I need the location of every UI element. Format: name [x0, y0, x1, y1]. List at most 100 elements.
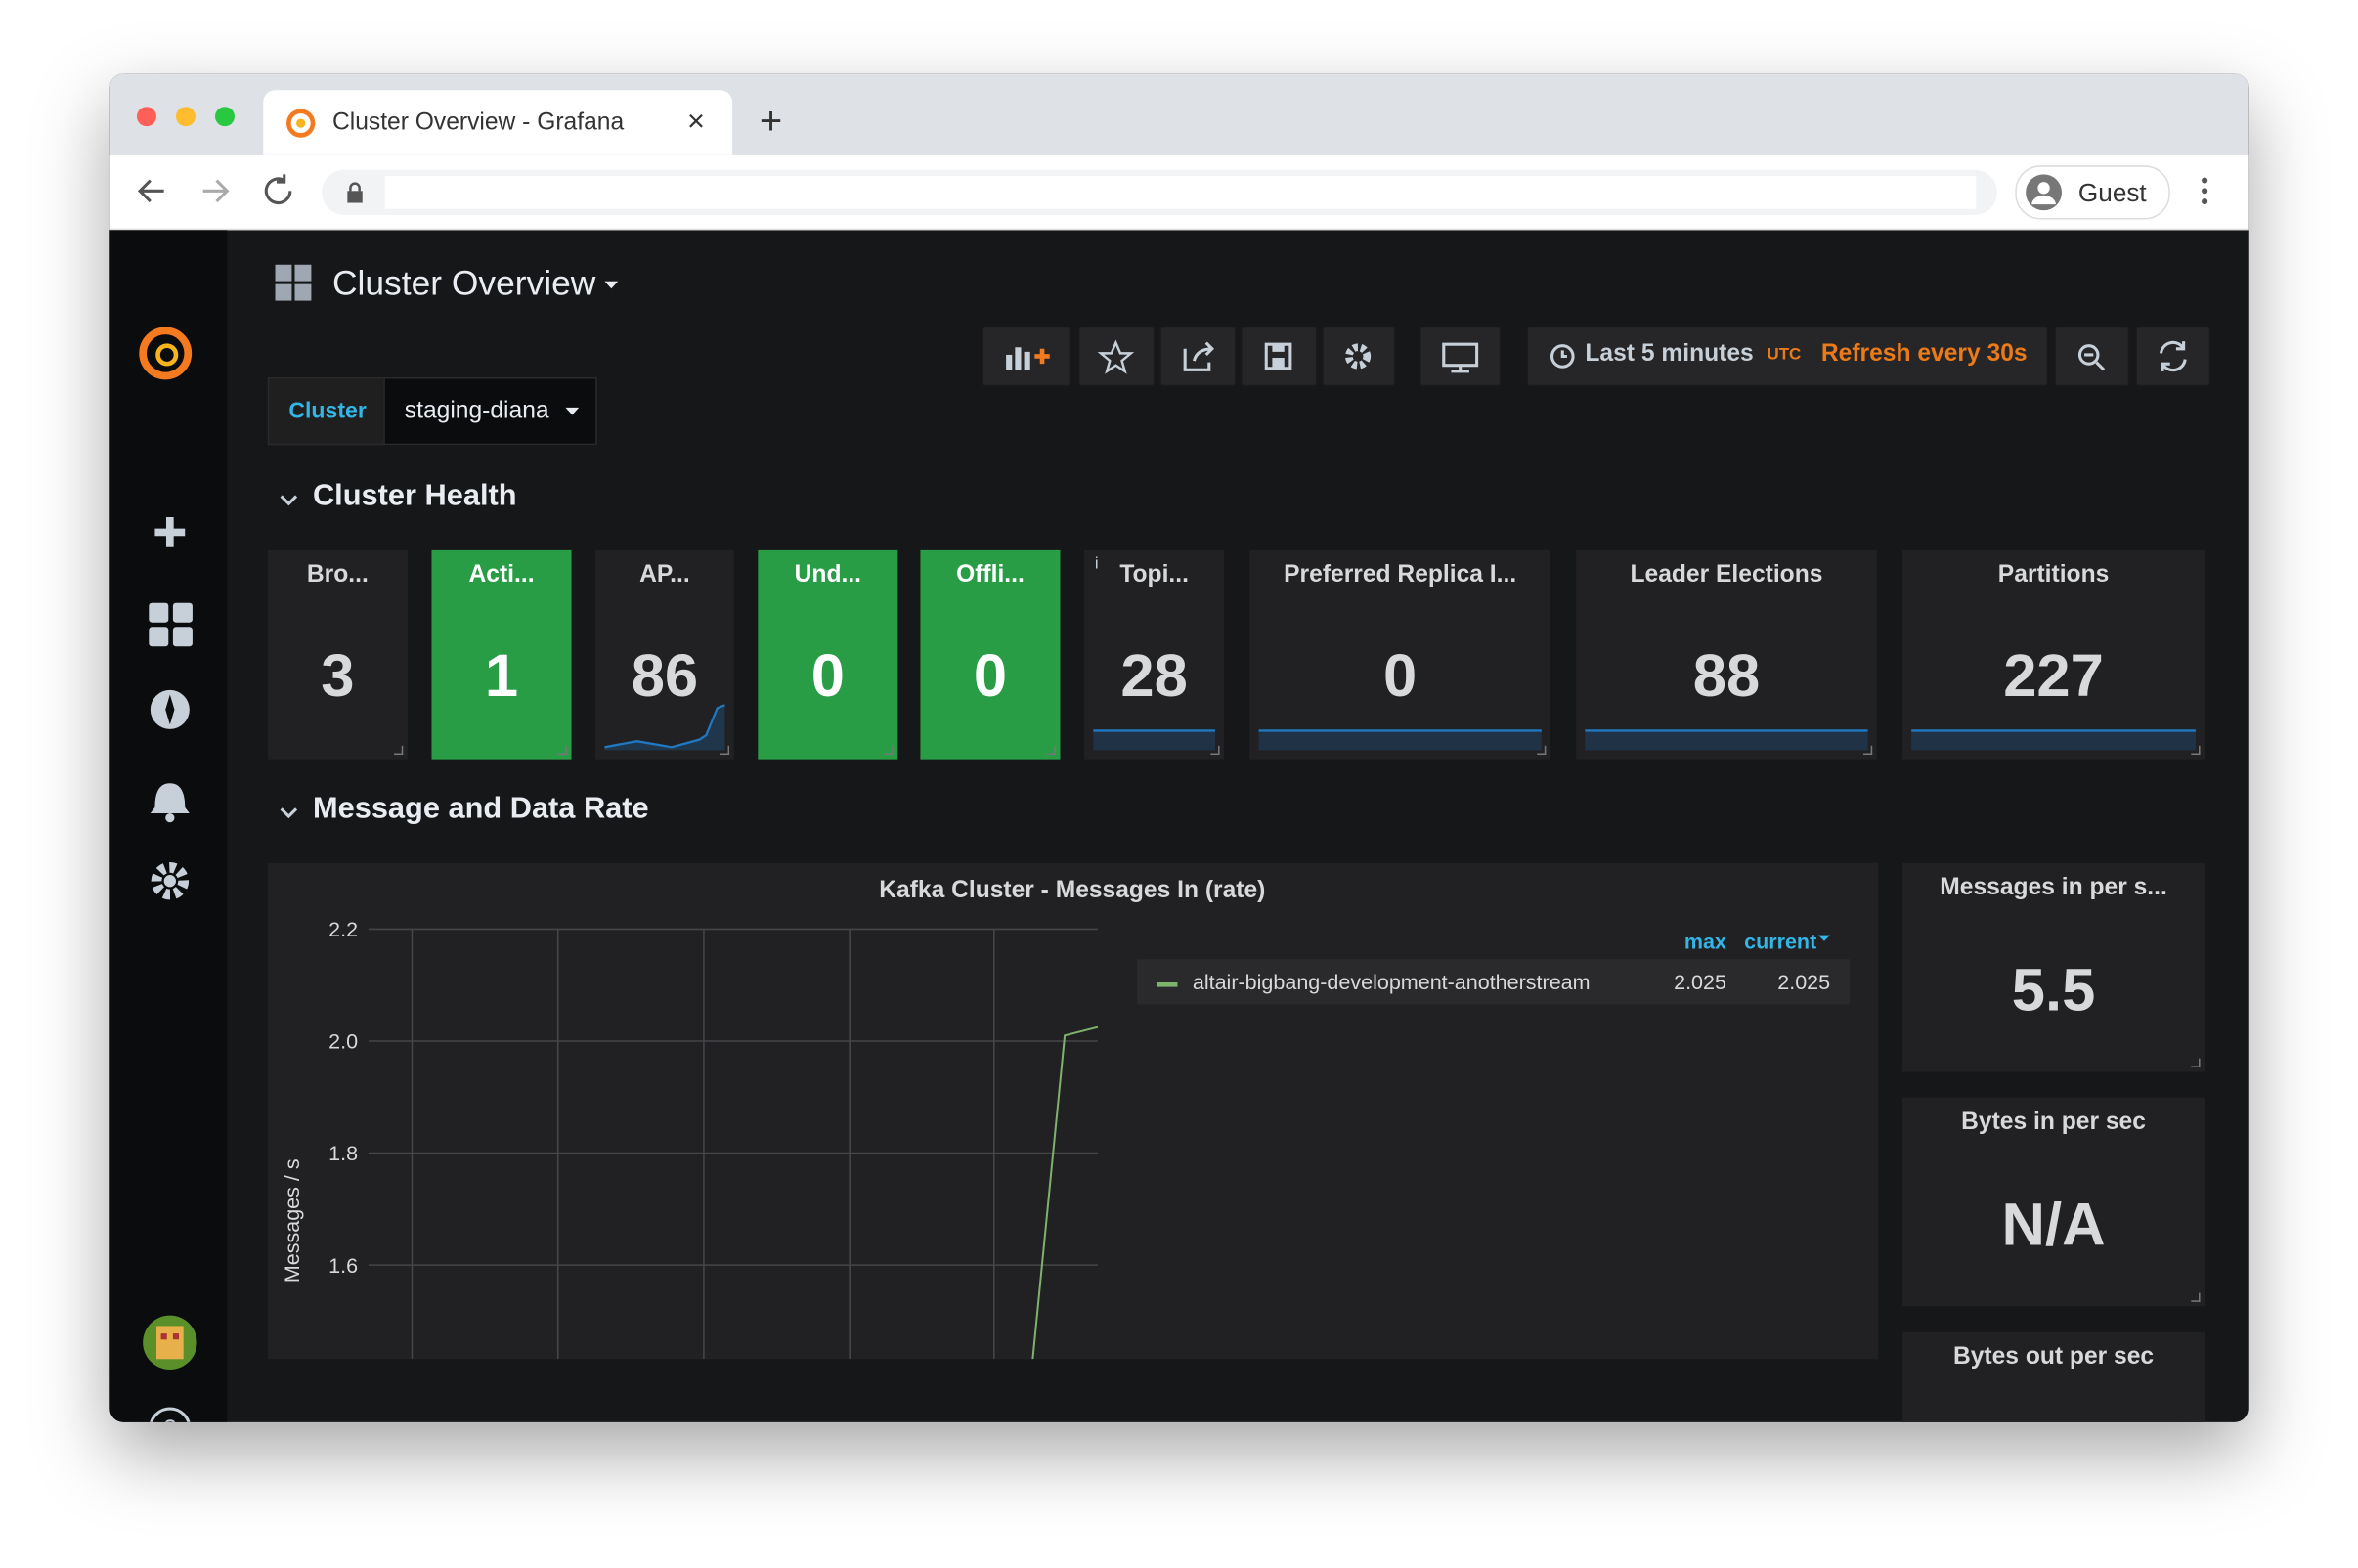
legend-header: max — [1684, 930, 1726, 953]
star-button[interactable] — [1077, 326, 1156, 387]
sparkline-area — [1911, 730, 2196, 751]
variable-label: Cluster — [288, 398, 367, 424]
stat-value: 86 — [631, 643, 699, 710]
share-button[interactable] — [1159, 326, 1237, 387]
tab-title: Cluster Overview - Grafana — [331, 109, 625, 136]
sparkline-area — [1093, 730, 1215, 751]
y-tick-label: 1.6 — [328, 1254, 358, 1278]
chevron — [280, 495, 298, 506]
row-header[interactable]: Message and Data Rate — [279, 792, 880, 828]
svg-text:?: ? — [163, 1416, 177, 1422]
profile-name: Guest — [2077, 179, 2147, 208]
panel-title: Messages in per s... — [1940, 875, 2167, 901]
stat-panel: Bytes in per sec N/A — [1901, 1097, 2205, 1307]
stat-panel: Acti... 1 — [431, 549, 572, 760]
stat-value: 0 — [810, 643, 845, 710]
panel-title: Bytes in per sec — [1961, 1109, 2146, 1136]
tab-favicon — [286, 109, 316, 138]
sort-caret — [1817, 935, 1831, 941]
resize-handle — [557, 745, 567, 756]
row-header[interactable]: Cluster Health — [279, 480, 880, 516]
graph-panel: Kafka Cluster - Messages In (rate) Messag… — [267, 862, 1879, 1360]
stat-value: 0 — [1383, 643, 1418, 710]
y-tick-label: 2.0 — [328, 1030, 358, 1054]
panel-title: Acti... — [468, 562, 535, 588]
row-chevron — [280, 807, 298, 819]
resize-handle — [1537, 745, 1547, 756]
stat-panel: Bro... 3 — [267, 549, 408, 760]
stat-panel: Bytes out per sec — [1901, 1331, 2205, 1422]
resize-handle — [2191, 1058, 2201, 1067]
variable-select[interactable]: staging-diana — [383, 377, 597, 446]
y-tick-label: 1.8 — [328, 1142, 358, 1165]
resize-handle — [720, 745, 730, 756]
panel-title: Bytes out per sec — [1952, 1343, 2155, 1371]
url-field[interactable] — [384, 175, 1977, 209]
time-picker[interactable]: Last 5 minutes UTC Refresh every 30s — [1526, 326, 2049, 387]
stat-value: 0 — [973, 643, 1008, 710]
save-button[interactable] — [1241, 326, 1318, 387]
y-tick-label: 2.2 — [328, 918, 358, 941]
stat-panel: Topi... 28 i — [1084, 549, 1225, 760]
refresh-interval: Refresh every 30s — [1820, 341, 2028, 368]
variable-value: staging-diana — [404, 398, 549, 424]
panel-title: Leader Elections — [1630, 562, 1823, 588]
sparkline — [1585, 729, 1868, 751]
dashboard-title[interactable]: Cluster Overview — [331, 263, 596, 303]
row-title: Message and Data Rate — [312, 792, 649, 826]
browser-menu[interactable] — [2197, 173, 2211, 209]
stat-panel: Leader Elections 88 — [1576, 549, 1877, 760]
panel-title: Topi... — [1119, 562, 1189, 588]
resize-handle — [1210, 745, 1220, 756]
resize-handle — [884, 745, 894, 756]
browser-window: Cluster Overview - Grafana × + Guest ? C… — [109, 73, 2249, 1422]
panel-title: Und... — [794, 562, 862, 588]
tab-close[interactable]: × — [687, 105, 705, 139]
panel-title: AP... — [639, 562, 690, 588]
stat-value: 1 — [484, 643, 519, 710]
stat-value: N/A — [2001, 1192, 2106, 1259]
time-range: Last 5 minutes — [1585, 341, 1754, 368]
legend-name: altair-bigbang-development-anotherstream — [1193, 971, 1591, 994]
panel-title: Offli... — [956, 562, 1025, 588]
sparkline-area — [1585, 730, 1868, 751]
resize-handle — [2191, 745, 2201, 756]
address-bar[interactable] — [322, 169, 1997, 215]
sparkline-area — [1258, 730, 1542, 751]
sidebar-icons: ? — [139, 327, 197, 1422]
stat-panel: Und... 0 — [758, 549, 898, 760]
y-axis-label: Messages / s — [281, 1158, 304, 1283]
profile-button[interactable]: Guest — [2015, 165, 2170, 220]
refresh-button[interactable] — [2135, 326, 2211, 387]
grafana-logo — [139, 327, 193, 380]
active-tab[interactable]: Cluster Overview - Grafana × — [263, 90, 733, 155]
stat-panel: Offli... 0 — [920, 549, 1061, 760]
graph: Kafka Cluster - Messages In (rate) Messag… — [281, 877, 1851, 1360]
new-tab[interactable]: + — [759, 97, 783, 144]
zoom-out-button[interactable] — [2054, 326, 2130, 387]
select-caret — [565, 407, 580, 415]
close-window[interactable] — [136, 107, 156, 127]
title-caret — [604, 281, 619, 289]
clock-icon — [1550, 344, 1575, 369]
settings-button[interactable] — [1322, 326, 1396, 387]
stat-panel: Messages in per s... 5.5 — [1901, 862, 2205, 1072]
timezone: UTC — [1767, 345, 1802, 365]
tv-mode-button[interactable] — [1419, 326, 1502, 387]
graph-title: Kafka Cluster - Messages In (rate) — [879, 877, 1265, 903]
add-panel-button[interactable] — [982, 326, 1071, 387]
lock-icon — [347, 182, 363, 203]
sparkline — [1911, 729, 2196, 751]
sparkline — [1258, 729, 1542, 751]
sparkline — [1093, 729, 1215, 751]
resize-handle — [1046, 745, 1056, 756]
legend-row — [1136, 959, 1851, 1005]
sparkline — [604, 704, 725, 751]
sidebar: ? — [109, 230, 228, 1422]
legend-max: 2.025 — [1674, 971, 1726, 994]
maximize-window[interactable] — [214, 107, 235, 127]
nav-buttons[interactable] — [134, 173, 299, 209]
panel-title: Bro... — [306, 562, 369, 588]
minimize-window[interactable] — [175, 107, 196, 127]
stat-value: 28 — [1120, 643, 1188, 710]
